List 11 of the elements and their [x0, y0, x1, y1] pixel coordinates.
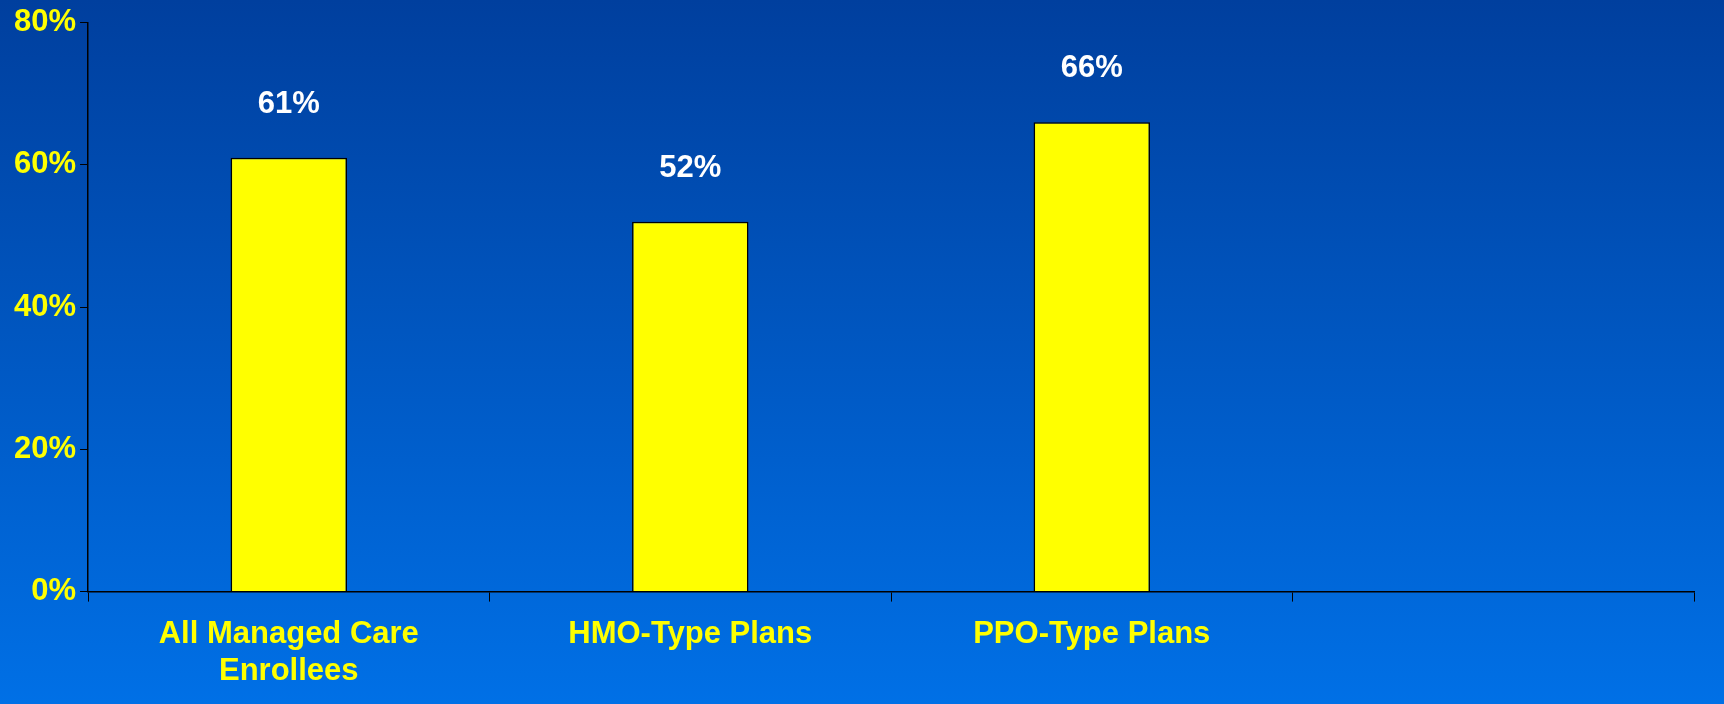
y-tick-label: 80%: [14, 3, 77, 39]
y-tick-label: 60%: [14, 145, 77, 181]
y-tick-label: 0%: [31, 572, 77, 608]
x-tick-label: HMO-Type Plans: [568, 614, 813, 650]
data-label: 52%: [659, 148, 722, 184]
x-tick-label: All Managed Care Enrollees: [158, 614, 419, 687]
data-label: 61%: [257, 84, 320, 120]
y-tick-label: 20%: [14, 429, 77, 465]
data-label: 66%: [1060, 49, 1123, 85]
x-tick-label: PPO-Type Plans: [973, 614, 1211, 650]
y-tick-label: 40%: [14, 287, 77, 323]
